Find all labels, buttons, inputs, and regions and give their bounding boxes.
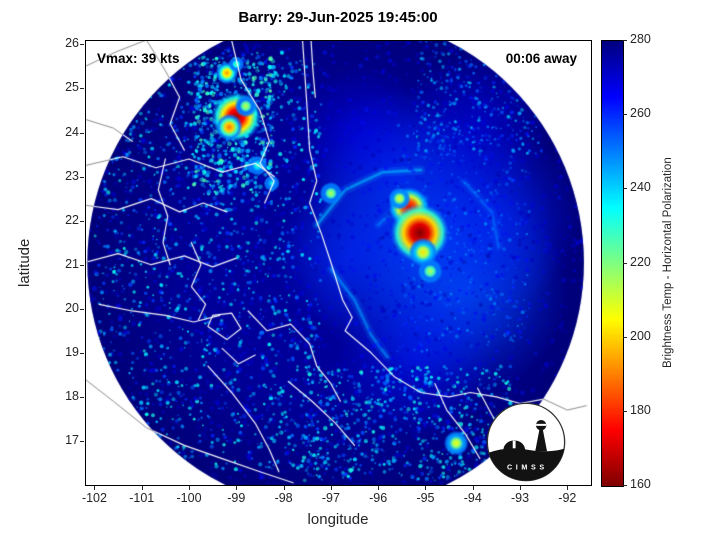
y-tick-label: 23 [65,168,79,183]
y-tick-label: 18 [65,388,79,403]
colorbar-tick-mark [623,114,627,116]
plot-title: Barry: 29-Jun-2025 19:45:00 [238,9,438,26]
x-tick-label: -93 [511,491,530,505]
y-tick-mark [80,264,84,266]
x-tick-mark [236,486,238,490]
x-tick-mark [330,486,332,490]
x-tick-mark [283,486,285,490]
dome-slit [512,440,516,449]
x-axis-label: longitude [307,511,369,528]
colorbar-tick-label: 260 [630,106,651,121]
eta-annotation: 00:06 away [505,51,577,66]
x-tick-label: -95 [416,491,435,505]
x-tick-mark [472,486,474,490]
y-tick-mark [80,220,84,222]
colorbar-tick-label: 220 [630,254,651,269]
x-tick-mark [189,486,191,490]
observatory-dome-icon [503,440,526,461]
colorbar-tick-label: 160 [630,477,651,491]
x-tick-label: -96 [369,491,388,505]
x-tick-label: -99 [227,491,246,505]
y-tick-mark [80,440,84,442]
vmax-annotation: Vmax: 39 kts [97,51,180,66]
x-tick-label: -97 [321,491,340,505]
y-tick-mark [80,396,84,398]
y-tick-label: 24 [65,124,79,139]
tower-icon [535,429,547,452]
y-tick-mark [80,352,84,354]
tower-band [536,423,547,426]
x-tick-label: -94 [463,491,482,505]
x-tick-label: -102 [81,491,107,505]
y-tick-label: 25 [65,80,79,95]
x-tick-label: -92 [558,491,577,505]
x-tick-mark [141,486,143,490]
x-tick-mark [94,486,96,490]
y-tick-mark [80,88,84,90]
x-tick-mark [425,486,427,490]
colorbar-tick-label: 280 [630,32,651,46]
colorbar-tick-mark [623,40,627,41]
x-tick-label: -98 [274,491,293,505]
y-tick-label: 19 [65,344,79,359]
y-tick-label: 21 [65,256,79,271]
colorbar-tick-mark [623,485,627,486]
y-tick-label: 17 [65,432,79,447]
x-tick-mark [520,486,522,490]
colorbar-tick-label: 240 [630,180,651,195]
colorbar-tick-mark [623,262,627,264]
colorbar-tick-mark [623,410,627,412]
x-tick-label: -101 [129,491,155,505]
y-tick-mark [80,132,84,134]
y-tick-label: 26 [65,36,79,51]
y-tick-mark [80,176,84,178]
colorbar-tick-mark [623,336,627,338]
logo-text: C I M S S [507,464,545,472]
colorbar-tick-mark [623,188,627,190]
y-tick-label: 22 [65,212,79,227]
y-tick-mark [80,308,84,310]
colorbar-tick-label: 180 [630,402,651,417]
x-tick-mark [567,486,569,490]
x-tick-label: -100 [176,491,202,505]
x-tick-mark [378,486,380,490]
colorbar-tick-label: 200 [630,328,651,343]
y-tick-label: 20 [65,300,79,315]
colorbar-gradient [602,41,623,486]
y-axis-label: latitude [16,238,33,287]
y-tick-mark [80,44,84,46]
colorbar-label: Brightness Temp - Horizontal Polarizatio… [662,157,674,368]
cimss-logo: C I M S S [486,402,566,482]
